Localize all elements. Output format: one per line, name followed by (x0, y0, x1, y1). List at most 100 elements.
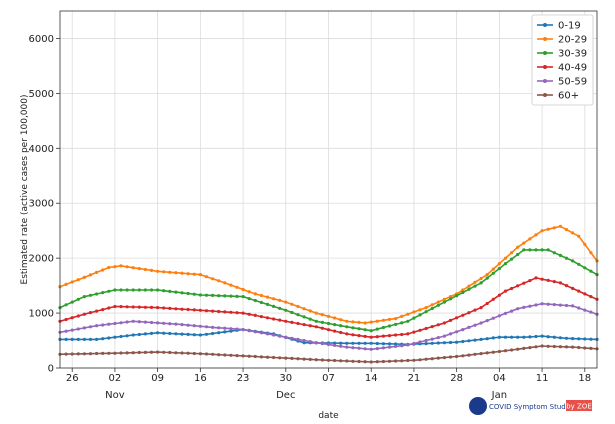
data-point (436, 300, 440, 304)
data-point (345, 319, 349, 323)
legend-label: 30-39 (558, 49, 587, 60)
data-point (95, 351, 99, 356)
data-point (223, 330, 227, 334)
data-point (333, 341, 337, 345)
data-point (497, 349, 501, 354)
data-point (479, 337, 483, 341)
data-point (302, 315, 306, 319)
data-point (320, 342, 324, 346)
data-point (326, 358, 331, 362)
data-point (412, 358, 416, 362)
data-point (302, 338, 306, 343)
data-point (320, 313, 324, 317)
data-point (241, 311, 245, 315)
data-point (168, 289, 172, 293)
data-point (272, 317, 276, 321)
data-point (162, 350, 166, 354)
data-point (394, 322, 398, 326)
data-point (522, 248, 526, 252)
data-point (546, 344, 550, 348)
data-point (485, 337, 489, 341)
data-point (491, 336, 495, 340)
x-tick-label: 04 (493, 373, 506, 384)
data-point (180, 323, 184, 327)
series-60+ (58, 344, 599, 364)
data-point (143, 332, 147, 336)
data-point (204, 309, 209, 313)
data-point (308, 309, 312, 313)
data-point (70, 352, 74, 356)
data-point (107, 336, 111, 340)
data-point (308, 324, 312, 328)
data-point (387, 342, 392, 346)
data-point (143, 288, 147, 292)
data-point (339, 330, 343, 335)
data-point (156, 331, 160, 335)
data-point (430, 306, 434, 311)
data-point (137, 350, 141, 355)
data-point (290, 302, 294, 306)
data-point (369, 335, 373, 339)
data-point (180, 271, 184, 275)
data-point (381, 342, 385, 346)
data-point (149, 320, 154, 325)
legend-label: 50-59 (558, 77, 587, 88)
data-point (272, 297, 276, 301)
data-point (564, 284, 569, 288)
y-tick-label: 4000 (29, 144, 54, 155)
data-point (131, 288, 135, 292)
data-point (400, 344, 404, 348)
data-point (253, 298, 257, 303)
data-point (308, 340, 312, 344)
data-point (448, 297, 453, 301)
data-point (259, 315, 263, 319)
data-point (326, 321, 331, 326)
data-point (503, 335, 508, 339)
data-point (162, 331, 166, 335)
data-point (528, 248, 532, 252)
data-point (223, 310, 227, 314)
data-point (162, 306, 166, 310)
data-point (156, 321, 160, 325)
data-point (119, 288, 123, 292)
data-point (351, 359, 355, 363)
data-point (143, 320, 147, 324)
data-point (125, 351, 129, 355)
data-point (131, 333, 135, 337)
data-point (589, 346, 593, 350)
data-point (583, 346, 587, 350)
data-point (88, 311, 93, 315)
series-40-49 (58, 276, 599, 339)
data-point (253, 354, 257, 359)
data-point (479, 281, 483, 285)
data-point (516, 252, 520, 257)
data-point (522, 241, 526, 245)
data-point (119, 351, 123, 355)
data-point (510, 348, 514, 352)
data-point (522, 335, 526, 339)
data-point (442, 334, 446, 338)
data-point (168, 306, 172, 310)
data-point (424, 338, 428, 343)
data-point (326, 314, 331, 318)
data-point (546, 248, 550, 252)
data-point (198, 333, 202, 337)
data-point (510, 251, 514, 255)
data-point (375, 319, 379, 323)
data-point (412, 341, 416, 346)
data-point (101, 351, 105, 355)
x-axis-title: date (318, 411, 339, 421)
data-point (534, 248, 538, 252)
data-point (448, 295, 453, 299)
data-point (229, 327, 233, 331)
data-point (491, 316, 495, 320)
data-point (351, 346, 355, 350)
data-point (546, 227, 550, 231)
data-point (577, 345, 581, 350)
data-point (564, 336, 569, 340)
data-point (229, 283, 233, 287)
data-point (564, 345, 569, 349)
data-point (302, 357, 306, 361)
data-point (326, 328, 331, 332)
data-point (290, 320, 294, 324)
